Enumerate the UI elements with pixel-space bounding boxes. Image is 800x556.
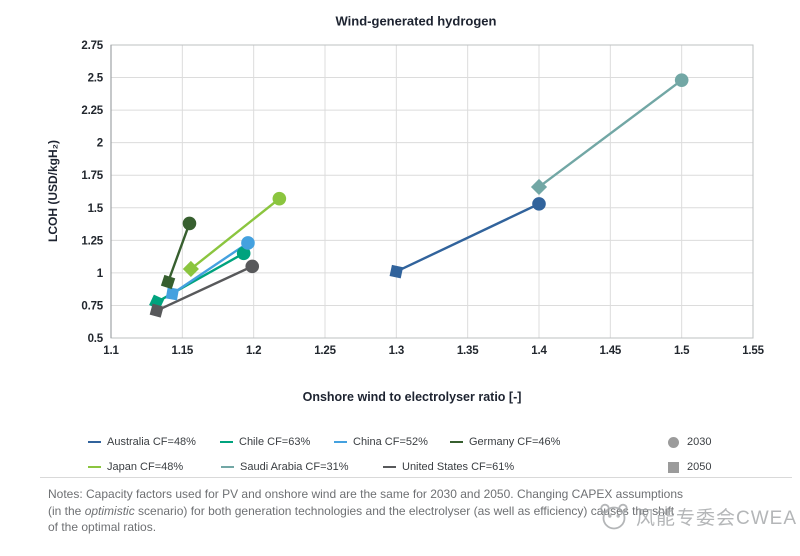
y-tick-label: 1.25: [81, 235, 103, 247]
point-united-states-2030: [245, 259, 260, 274]
year-square-marker-icon: [668, 461, 679, 473]
series-line-united-states: [156, 265, 253, 312]
point-australia-2050: [389, 264, 404, 279]
y-tick-label: 2.5: [88, 73, 104, 85]
legend-label-united-states: United States CF=61%: [402, 461, 515, 473]
chart-title: Wind-generated hydrogen: [335, 13, 497, 29]
x-tick-label: 1.35: [457, 345, 479, 357]
plot-border: [110, 44, 754, 339]
legend-item-saudi-arabia: Saudi Arabia CF=31%: [221, 460, 349, 474]
legend-label-germany: Germany CF=46%: [469, 436, 561, 448]
legend-item-year-2030: 2030: [668, 435, 711, 449]
y-tick-label: 0.5: [88, 333, 104, 345]
legend-label-chile: Chile CF=63%: [239, 436, 311, 448]
point-japan-2030: [272, 191, 287, 206]
legend-item-chile: Chile CF=63%: [220, 435, 310, 449]
legend-label-china: China CF=52%: [353, 436, 428, 448]
legend-item-united-states: United States CF=61%: [383, 460, 514, 474]
point-australia-2030: [532, 197, 546, 211]
notes-line-1: Notes: Capacity factors used for PV and …: [48, 487, 684, 501]
legend-item-germany: Germany CF=46%: [450, 435, 560, 449]
legend-label-year-2030: 2030: [687, 436, 712, 448]
x-tick-label: 1.2: [246, 345, 261, 357]
y-axis-label: LCOH (USD/kgH₂): [46, 140, 60, 242]
x-tick-label: 1.5: [674, 345, 690, 357]
scatter-plot: 2.75 2.5 2.25 2 1.75 1.5 1.25 1 0.75 0.51.1 1.15 1.…: [81, 40, 764, 357]
x-tick-label: 1.4: [531, 345, 547, 357]
x-tick-label: 1.1: [103, 345, 119, 357]
notes-line-2: (in the optimistic scenario) for both ge…: [48, 503, 675, 518]
x-tick-label: 1.25: [314, 345, 336, 357]
x-tick-label: 1.3: [389, 345, 404, 357]
series-line-saudi-arabia: [538, 79, 683, 188]
point-japan-2050: [182, 260, 199, 278]
legend-item-china: China CF=52%: [334, 435, 428, 449]
x-axis-label: Onshore wind to electrolyser ratio [-]: [302, 390, 522, 404]
notes-line-3: of the optimal ratios.: [48, 520, 157, 534]
point-germany-2030: [182, 216, 197, 231]
point-china-2050: [165, 287, 179, 301]
y-tick-label: 2: [97, 138, 103, 150]
y-tick-label: 0.75: [81, 300, 103, 312]
legend-swatch-germany: [450, 440, 463, 444]
series-line-australia: [395, 202, 540, 273]
legend-item-australia: Australia CF=48%: [88, 435, 196, 449]
year-circle-marker-icon: [668, 436, 679, 448]
y-tick-label: 2.75: [81, 40, 103, 52]
legend-swatch-saudi-arabia: [221, 465, 234, 469]
legend-swatch-china: [334, 440, 347, 444]
legend-item-japan: Japan CF=48%: [88, 460, 183, 474]
legend-label-japan: Japan CF=48%: [107, 461, 184, 473]
y-tick-label: 2.25: [81, 105, 103, 117]
point-saudi-arabia-2030: [674, 73, 689, 87]
legend-swatch-chile: [220, 440, 233, 444]
legend-label-year-2050: 2050: [687, 461, 712, 473]
point-united-states-2050: [149, 303, 164, 318]
legend-swatch-united-states: [383, 465, 396, 469]
y-tick-label: 1.75: [81, 170, 103, 182]
series-line-germany: [166, 222, 191, 283]
legend-item-year-2050: 2050: [668, 460, 711, 474]
notes: Notes: Capacity factors used for PV and …: [48, 486, 768, 536]
point-germany-2050: [160, 274, 176, 290]
legend-label-australia: Australia CF=48%: [107, 436, 196, 448]
legend: Australia CF=48% Chile CF=63% China CF=52%…: [0, 0, 800, 473]
legend-swatch-australia: [88, 440, 101, 444]
x-tick-label: 1.55: [742, 345, 764, 357]
x-tick-label: 1.45: [600, 345, 622, 357]
series-line-japan: [190, 197, 281, 270]
point-china-2030: [241, 236, 255, 250]
legend-label-saudi-arabia: Saudi Arabia CF=31%: [240, 461, 349, 473]
x-tick-label: 1.15: [172, 345, 194, 357]
legend-swatch-japan: [88, 465, 101, 469]
y-tick-label: 1.5: [88, 203, 104, 215]
series-line-china: [171, 241, 249, 295]
separator-line: [40, 477, 792, 478]
y-tick-label: 1: [97, 268, 104, 280]
point-chile-2030: [236, 246, 251, 261]
